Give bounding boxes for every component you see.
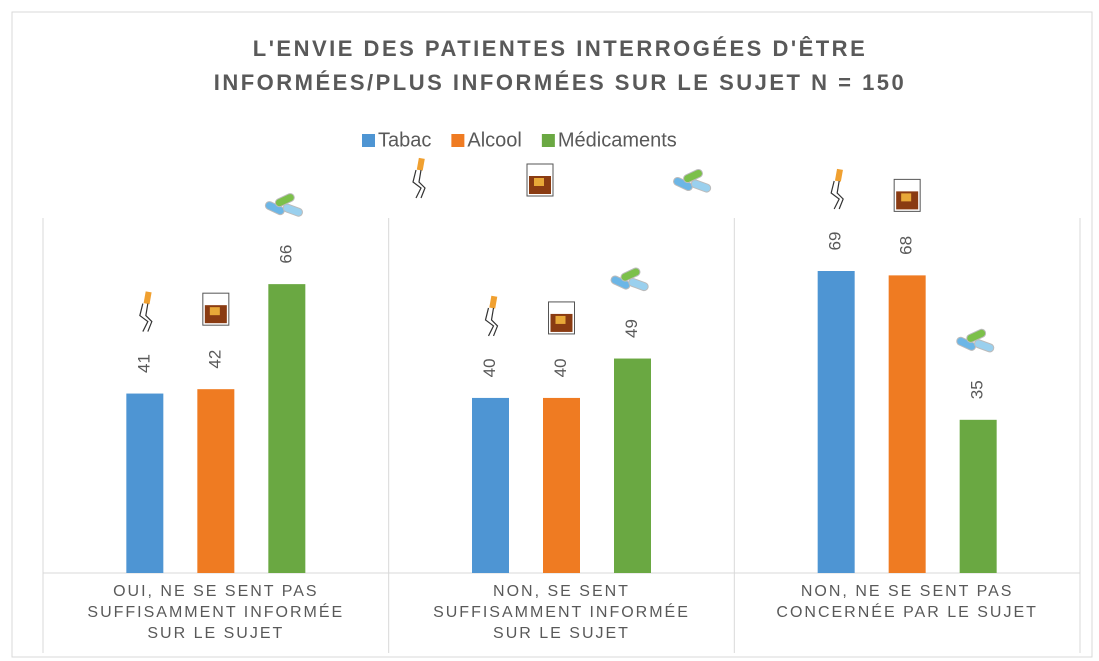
- icon-part: [416, 157, 425, 171]
- icon-part: [628, 277, 649, 292]
- x-tick-label: SUFFISAMMENT INFORMÉE: [433, 602, 690, 621]
- icon-part: [830, 180, 844, 210]
- icon: [264, 193, 303, 217]
- bar: [614, 358, 651, 573]
- value-label: 42: [205, 350, 224, 369]
- legend-swatch: [362, 134, 375, 147]
- bar: [543, 397, 580, 573]
- value-label: 49: [622, 319, 641, 338]
- legend-label: Alcool: [467, 129, 521, 151]
- x-tick-label: NON, SE SENT: [493, 583, 630, 600]
- icon: [526, 163, 554, 197]
- icon-part: [489, 295, 498, 309]
- icon: [202, 292, 230, 326]
- value-label: 69: [826, 232, 845, 251]
- icon: [956, 328, 995, 353]
- icon: [484, 295, 499, 337]
- bar: [959, 419, 997, 573]
- bar: [472, 397, 509, 573]
- icon-part: [834, 168, 843, 182]
- icon-part: [282, 203, 303, 217]
- icon: [830, 168, 844, 210]
- value-label: 41: [134, 354, 153, 373]
- x-tick-label: SUFFISAMMENT INFORMÉE: [87, 602, 344, 621]
- x-tick-label: CONCERNÉE PAR LE SUJET: [776, 602, 1038, 621]
- icon-part: [143, 291, 152, 305]
- icon: [548, 301, 575, 335]
- bar: [817, 271, 855, 573]
- chart-title: L'ENVIE DES PATIENTES INTERROGÉES D'ÊTRE: [253, 36, 868, 61]
- icon: [673, 168, 712, 193]
- icon-part: [901, 193, 912, 202]
- icon-part: [139, 303, 153, 332]
- value-label: 40: [480, 358, 499, 377]
- bar: [888, 275, 926, 573]
- x-tick-label: SUR LE SUJET: [493, 625, 630, 642]
- icon-part: [412, 169, 426, 199]
- x-tick-label: SUR LE SUJET: [147, 625, 284, 642]
- icon-part: [484, 307, 499, 337]
- chart-title: INFORMÉES/PLUS INFORMÉES SUR LE SUJET N …: [214, 70, 907, 95]
- icon: [139, 291, 153, 332]
- icon-part: [974, 339, 995, 353]
- legend-label: Médicaments: [558, 129, 677, 151]
- legend-swatch: [451, 134, 465, 147]
- value-label: 66: [276, 245, 295, 264]
- bar: [197, 389, 235, 573]
- x-tick-label: NON, NE SE SENT PAS: [801, 583, 1014, 600]
- legend-label: Tabac: [378, 129, 431, 151]
- value-label: 40: [551, 358, 570, 377]
- legend-swatch: [541, 134, 555, 147]
- icon: [893, 178, 921, 212]
- value-label: 35: [968, 380, 987, 399]
- bar: [268, 284, 306, 573]
- icon: [412, 157, 426, 199]
- x-tick-label: OUI, NE SE SENT PAS: [113, 583, 318, 600]
- icon-part: [209, 307, 220, 316]
- icon-part: [534, 178, 544, 186]
- bar: [126, 393, 164, 573]
- value-label: 68: [897, 236, 916, 255]
- icon-part: [690, 179, 712, 193]
- icon-part: [555, 315, 566, 324]
- icon: [610, 267, 649, 292]
